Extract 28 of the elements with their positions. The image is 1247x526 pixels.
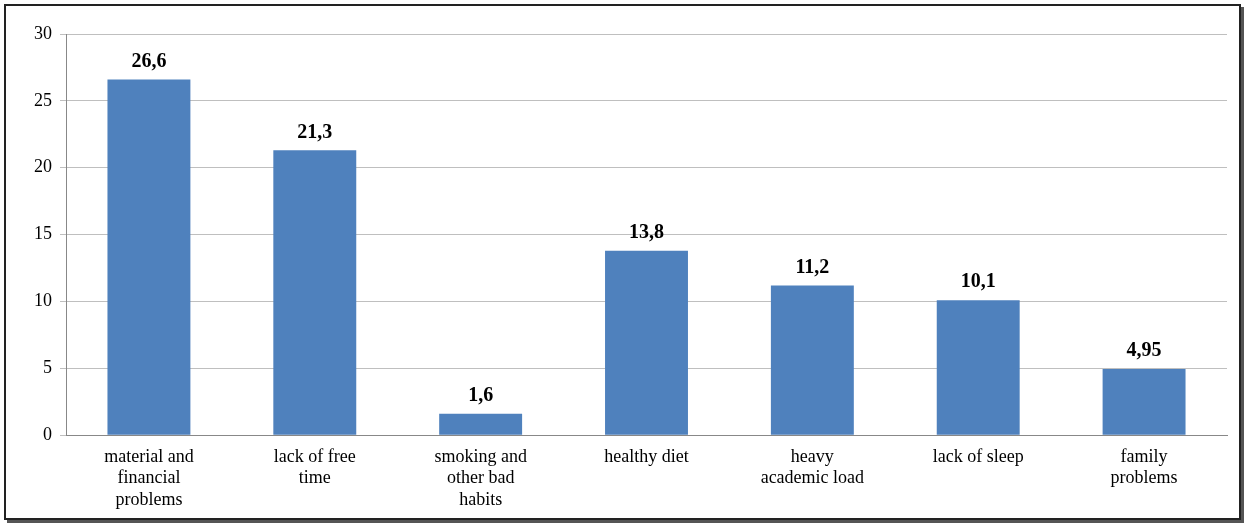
y-tick-label: 20 xyxy=(34,156,52,177)
bar xyxy=(1102,369,1186,435)
data-label: 11,2 xyxy=(795,254,830,277)
bar xyxy=(605,250,688,435)
y-tick-label: 25 xyxy=(34,89,52,110)
x-tick-label: healthy diet xyxy=(604,445,689,466)
bar xyxy=(936,300,1020,435)
x-tick-label: lack of free time xyxy=(273,445,356,488)
data-label: 26,6 xyxy=(131,48,167,71)
x-tick-label: smoking and other bad habits xyxy=(434,445,527,509)
bar xyxy=(770,285,854,435)
data-label: 1,6 xyxy=(468,382,494,405)
y-tick-label: 10 xyxy=(34,290,52,311)
x-tick-label: heavy academic load xyxy=(760,445,865,488)
y-tick-label: 5 xyxy=(43,357,52,378)
data-label: 21,3 xyxy=(297,119,333,142)
y-tick-label: 15 xyxy=(34,223,52,244)
x-tick-label: lack of sleep xyxy=(932,445,1024,466)
x-tick-label: material and financial problems xyxy=(104,445,194,509)
data-label: 13,8 xyxy=(629,219,664,242)
bar xyxy=(273,150,357,435)
y-tick-label: 0 xyxy=(43,423,52,444)
bar xyxy=(107,79,191,435)
data-label: 4,95 xyxy=(1126,338,1162,361)
bar xyxy=(439,413,523,435)
data-label: 10,1 xyxy=(960,269,996,292)
x-tick-label: family problems xyxy=(1110,445,1178,488)
y-tick-label: 30 xyxy=(34,22,52,43)
